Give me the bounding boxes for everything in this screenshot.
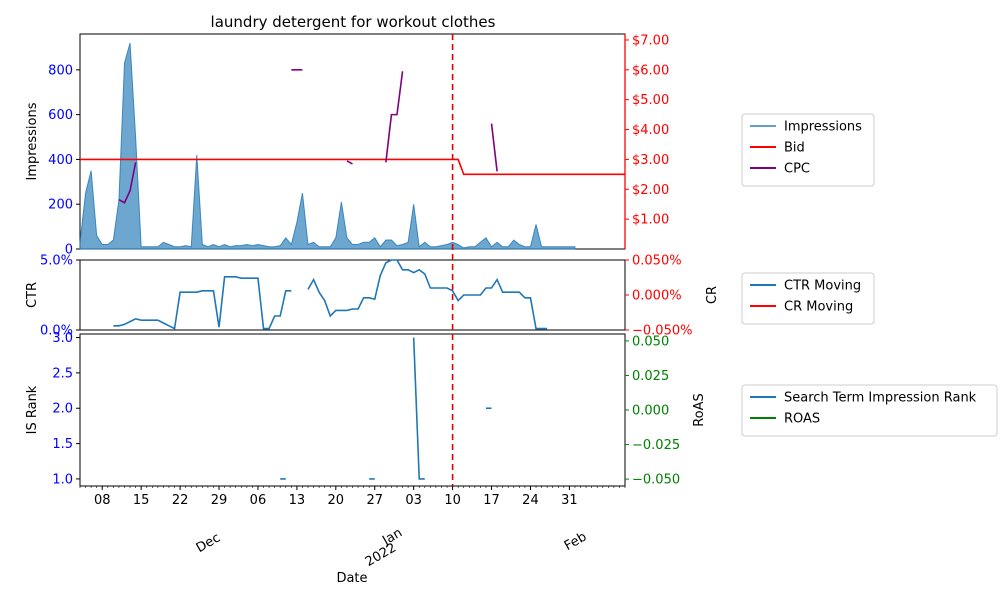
y2-tick-label: 0.000%	[632, 289, 682, 304]
y-tick-label: 800	[48, 63, 73, 78]
y2-tick-label: −0.025	[632, 438, 680, 453]
y2-tick-label: 0.050	[632, 334, 669, 349]
month-label-feb: Feb	[562, 529, 589, 554]
y2-tick-label: 0.025	[632, 369, 669, 384]
cpc-line	[346, 160, 353, 165]
plot-layer: 0 200 400 600 800 $1.00 $2.00 $3.00 $4.00 $5.00 $6…	[25, 33, 998, 570]
y2-tick-label: $6.00	[632, 63, 669, 78]
y-tick-label: 2.5	[52, 366, 73, 381]
y-tick-label: 400	[48, 153, 73, 168]
month-label-dec: Dec	[194, 530, 223, 556]
x-tick-label: 13	[289, 493, 306, 508]
y-tick-label: 200	[48, 198, 73, 213]
y2-tick-label: $4.00	[632, 123, 669, 138]
y-axis-label: CTR	[25, 282, 40, 308]
bid-line	[80, 158, 625, 176]
y2-tick-label: $1.00	[632, 213, 669, 228]
impression-rank-line	[412, 337, 425, 480]
y-tick-label: 600	[48, 108, 73, 123]
y2-tick-label: −0.050%	[632, 324, 692, 339]
x-tick-label: 06	[250, 493, 267, 508]
panel-frame-1	[79, 33, 626, 250]
y2-axis-label: RoAS	[692, 393, 707, 427]
y2-tick-label: $3.00	[632, 153, 669, 168]
panel-frame-3	[79, 333, 626, 487]
panel-frame-2	[79, 259, 626, 331]
chart-title: laundry detergent for workout clothes	[211, 13, 496, 31]
y2-axis-label: CR	[705, 286, 720, 304]
x-tick-label: 15	[133, 493, 150, 508]
y-tick-label: 3.0	[52, 331, 73, 346]
cpc-line	[118, 162, 137, 204]
y-axis-label: IS Rank	[25, 385, 40, 434]
y-axis-label: Impressions	[25, 102, 40, 180]
legend-label: CR Moving	[784, 300, 853, 315]
x-tick-label: 24	[522, 493, 539, 508]
x-tick-label: 17	[483, 493, 500, 508]
legend-box-3	[741, 384, 998, 437]
x-tick-label: 31	[561, 493, 578, 508]
y2-tick-label: $2.00	[632, 183, 669, 198]
y-tick-label: 1.0	[52, 472, 73, 487]
ctr-moving-line	[113, 275, 292, 330]
y-tick-label: 5.0%	[40, 254, 73, 269]
legend-label: Bid	[784, 141, 805, 156]
impressions-area	[79, 42, 576, 250]
y2-tick-label: $7.00	[632, 33, 669, 48]
legend-label: CTR Moving	[784, 279, 861, 294]
y-tick-label: 0	[65, 243, 73, 258]
x-axis-label: Date	[336, 571, 367, 586]
cpc-line	[490, 123, 498, 172]
x-tick-label: 22	[172, 493, 189, 508]
cpc-line	[385, 71, 404, 163]
y2-tick-label: −0.050	[632, 473, 680, 488]
x-tick-label: 27	[366, 493, 383, 508]
year-label: 2022	[363, 540, 399, 570]
x-tick-label: 10	[444, 493, 461, 508]
y2-tick-label: $5.00	[632, 93, 669, 108]
x-tick-label: 29	[211, 493, 228, 508]
x-tick-label: 08	[94, 493, 111, 508]
y-tick-label: 1.5	[52, 437, 73, 452]
legend-label: Search Term Impression Rank	[784, 391, 977, 406]
y-tick-label: 0.0%	[40, 324, 73, 339]
ctr-moving-line	[307, 259, 548, 330]
legend-label: Impressions	[784, 120, 862, 135]
legend-label: ROAS	[784, 412, 820, 427]
y2-tick-label: 0.050%	[632, 254, 682, 269]
y2-tick-label: 0.000	[632, 404, 669, 419]
x-tick-label: 20	[328, 493, 345, 508]
y-tick-label: 2.0	[52, 402, 73, 417]
legend-label: CPC	[784, 162, 810, 177]
x-tick-label: 03	[405, 493, 422, 508]
